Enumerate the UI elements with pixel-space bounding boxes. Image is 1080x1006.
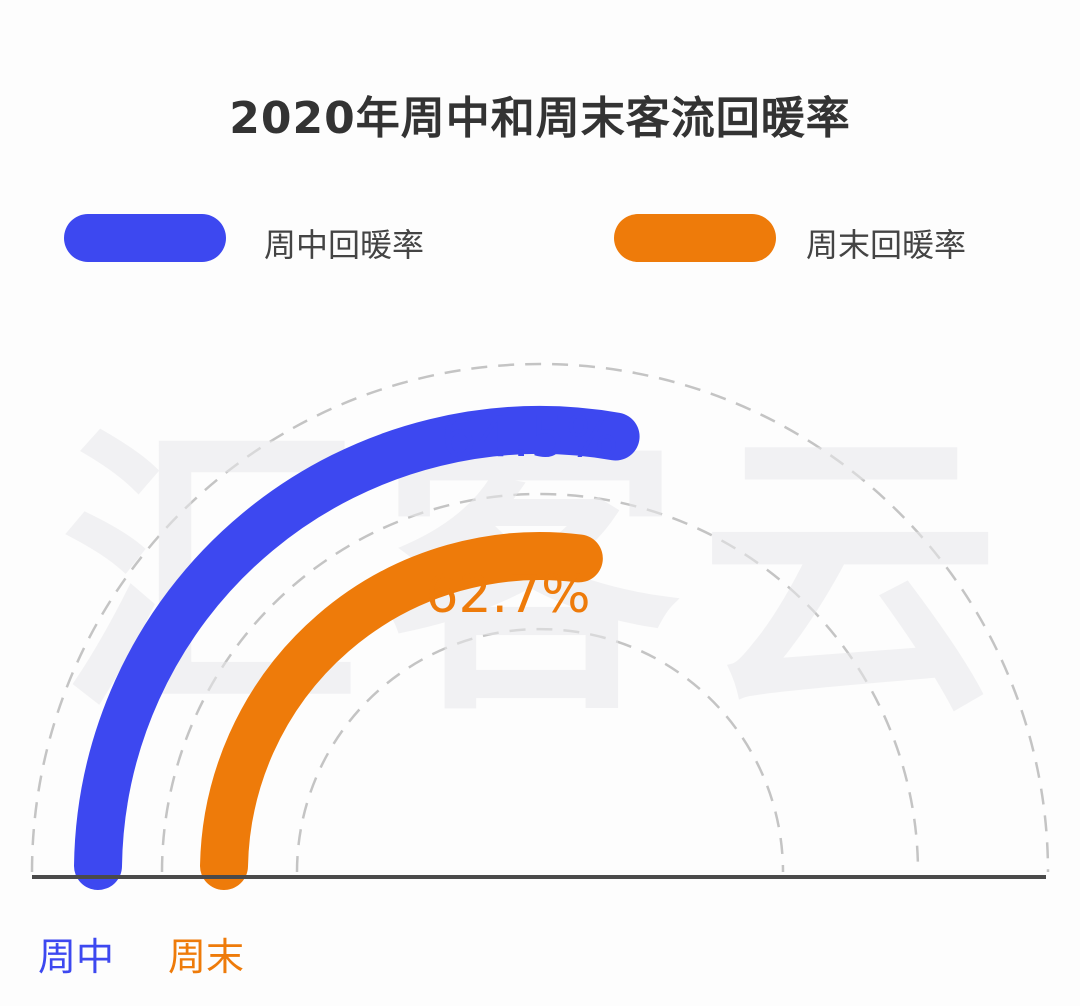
bar-arc-weekday <box>74 406 640 890</box>
value-label-weekend: 62.7% <box>425 565 590 625</box>
gridline-arc <box>30 362 1050 873</box>
value-label-weekday: 64.5% <box>441 405 619 470</box>
bar-arc-weekend <box>200 532 603 890</box>
gridline-arc <box>160 492 920 873</box>
legend-swatch-weekend <box>614 214 776 262</box>
category-label-weekday: 周中 <box>38 935 115 979</box>
legend-swatch-weekday <box>64 214 226 262</box>
gridline-arc <box>295 627 785 873</box>
legend-label-weekend: 周末回暖率 <box>806 226 967 264</box>
value-labels-group: 64.5% 62.7% <box>425 405 619 625</box>
bars-group <box>74 406 640 890</box>
legend-label-weekday: 周中回暖率 <box>264 226 425 264</box>
chart-title: 2020年周中和周末客流回暖率 <box>229 93 851 144</box>
category-label-weekend: 周末 <box>168 935 245 979</box>
grid-group <box>30 362 1050 873</box>
